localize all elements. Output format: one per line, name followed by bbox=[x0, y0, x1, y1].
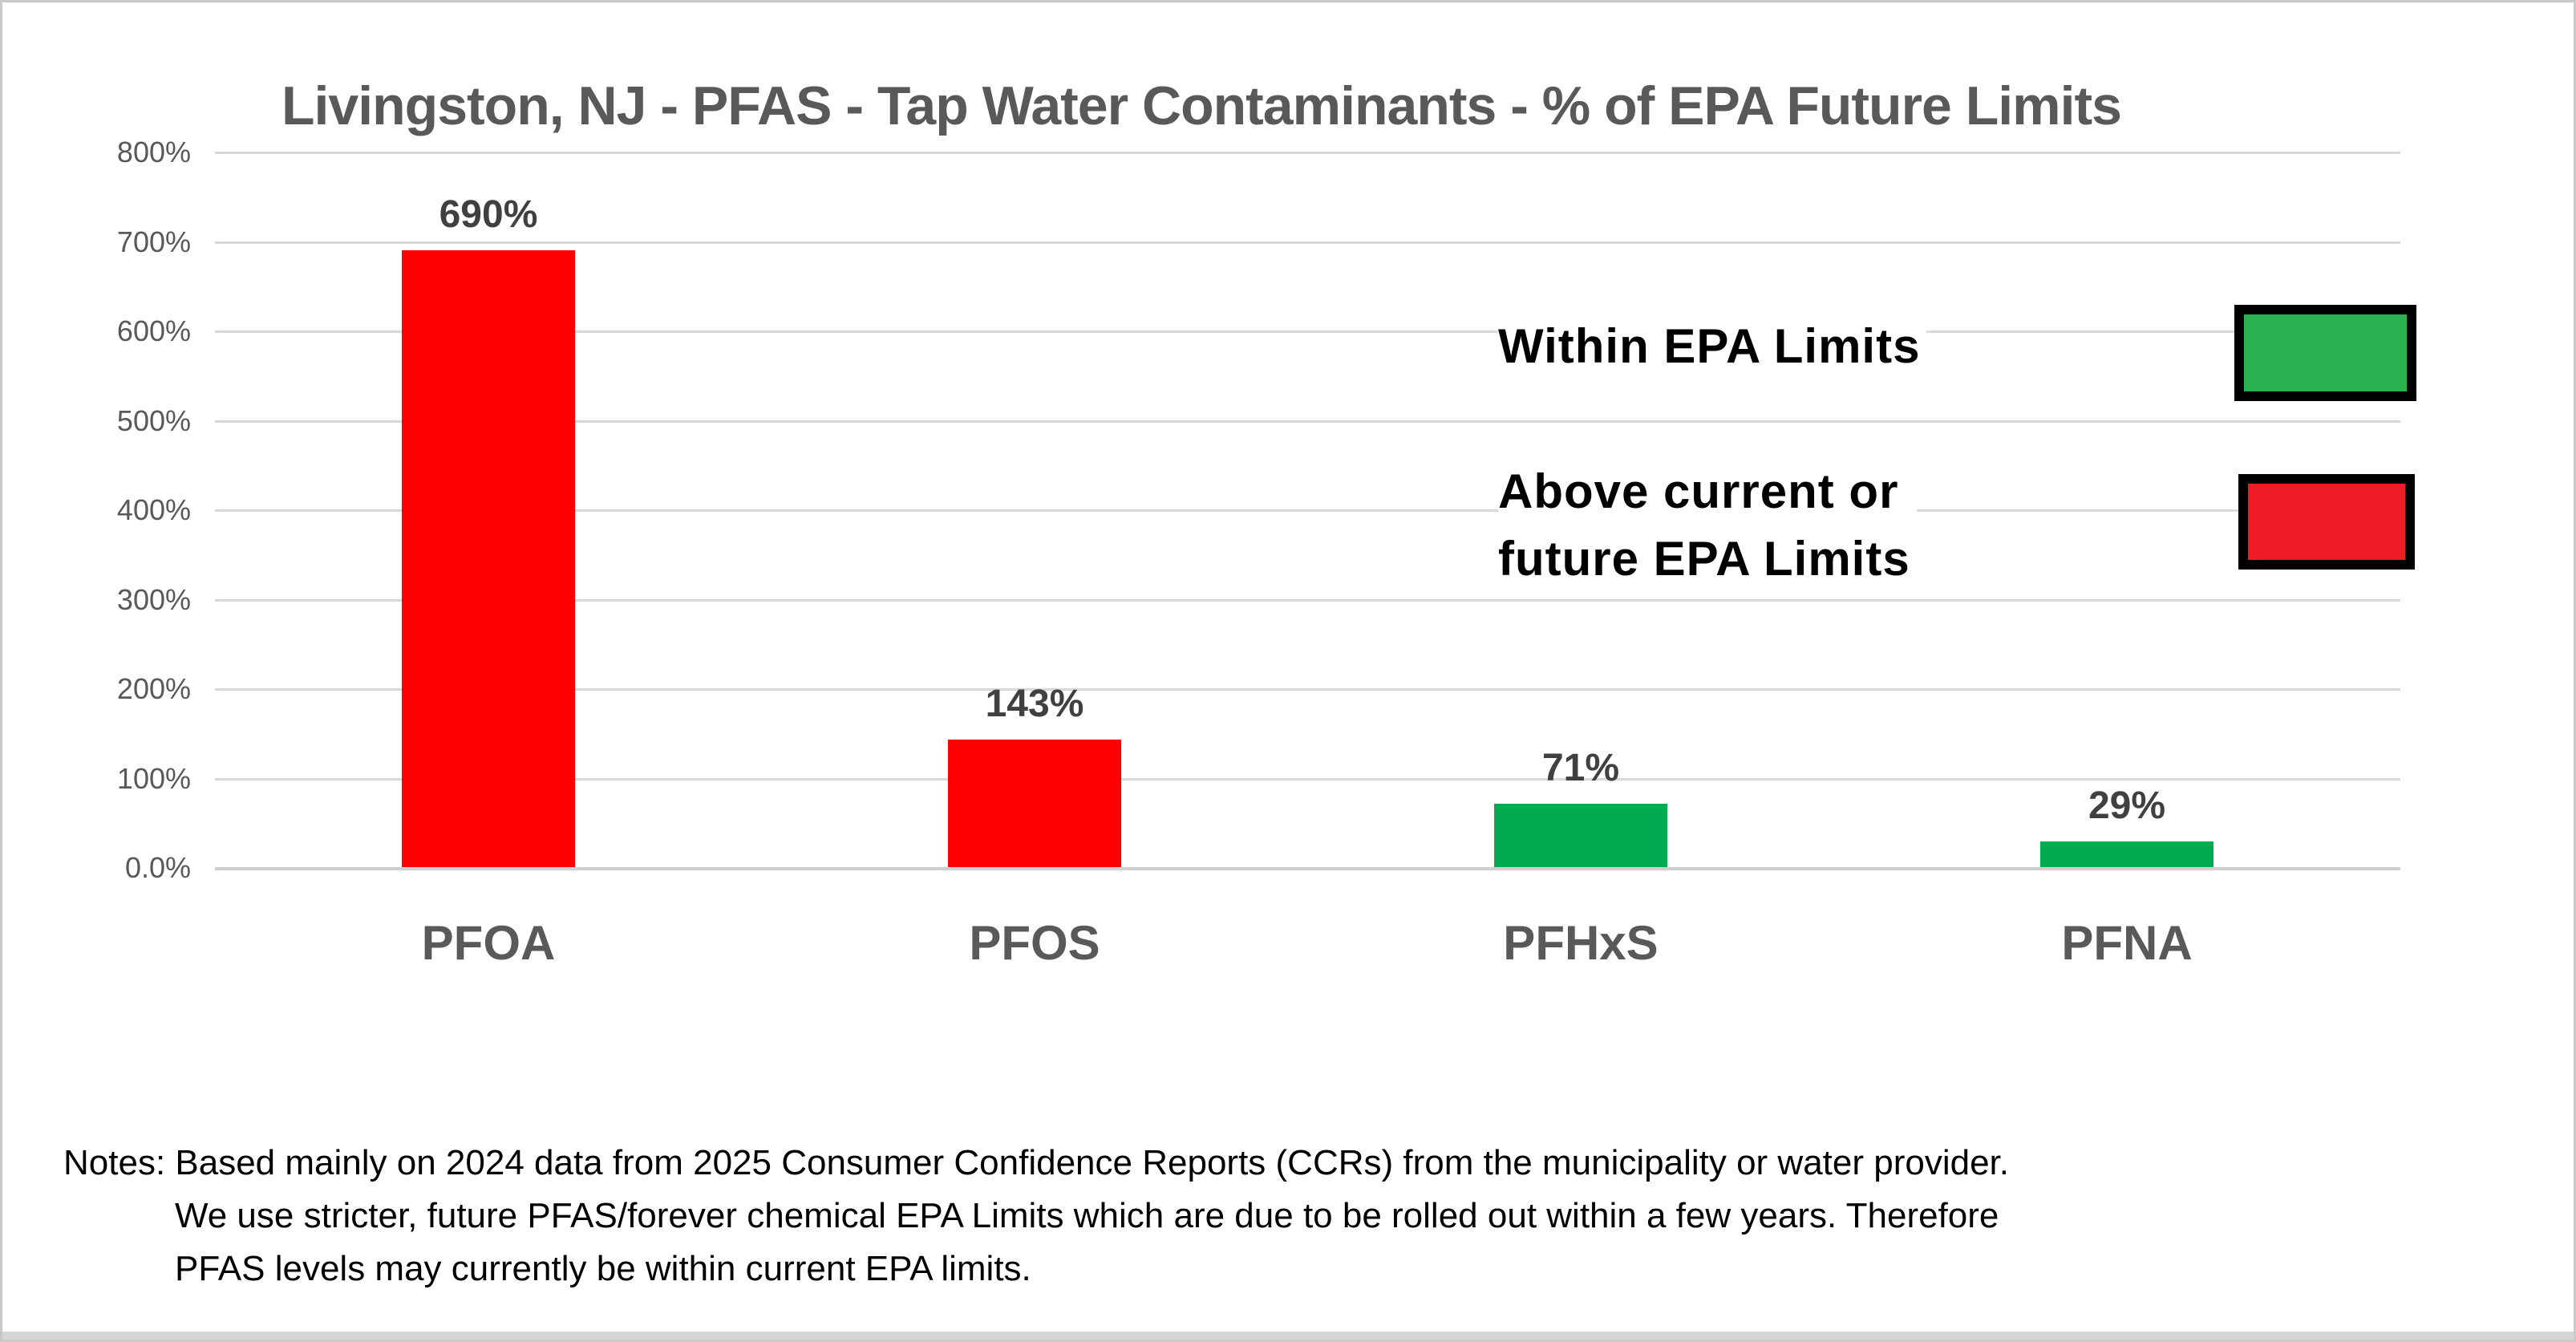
y-axis-tick-600: 600% bbox=[116, 314, 191, 347]
y-axis-tick-700: 700% bbox=[116, 225, 191, 258]
y-axis-tick-200: 200% bbox=[116, 672, 191, 705]
gridline-800 bbox=[215, 152, 2400, 154]
gridline-600 bbox=[215, 330, 2400, 333]
category-label-pfhxs: PFHxS bbox=[1503, 916, 1659, 970]
notes-line-1-text: Based mainly on 2024 data from 2025 Cons… bbox=[175, 1143, 2009, 1182]
gridline-0 bbox=[215, 867, 2400, 870]
window-bottom-edge bbox=[2, 1332, 2574, 1340]
legend-label-above-limits-line1: Above current or bbox=[1498, 464, 1899, 518]
gridline-700 bbox=[215, 241, 2400, 244]
category-label-pfos: PFOS bbox=[969, 916, 1100, 970]
value-label-pfhxs: 71% bbox=[1541, 747, 1620, 789]
gridline-300 bbox=[215, 599, 2400, 602]
category-label-pfoa: PFOA bbox=[421, 916, 556, 970]
bar-pfos bbox=[948, 740, 1121, 867]
gridline-500 bbox=[215, 420, 2400, 423]
category-label-pfna: PFNA bbox=[2061, 916, 2193, 970]
notes-line-1: Notes: Based mainly on 2024 data from 20… bbox=[63, 1137, 2009, 1190]
gridline-200 bbox=[215, 688, 2400, 691]
chart-notes: Notes: Based mainly on 2024 data from 20… bbox=[63, 1137, 2009, 1295]
legend-swatch-within-limits bbox=[2234, 305, 2416, 401]
value-label-pfna: 29% bbox=[2088, 785, 2166, 827]
chart-title: Livingston, NJ - PFAS - Tap Water Contam… bbox=[281, 75, 2122, 136]
y-axis-tick-0: 0.0% bbox=[124, 851, 191, 884]
legend-label-above-limits-line2: future EPA Limits bbox=[1498, 532, 1910, 586]
y-axis-tick-400: 400% bbox=[116, 493, 191, 526]
gridline-400 bbox=[215, 509, 2400, 512]
notes-prefix: Notes: bbox=[63, 1143, 176, 1182]
notes-line-2: We use stricter, future PFAS/forever che… bbox=[175, 1196, 1999, 1235]
y-axis-tick-300: 300% bbox=[116, 583, 191, 616]
y-axis-tick-500: 500% bbox=[116, 404, 191, 437]
legend-label-above-limits: Above current or future EPA Limits bbox=[1498, 456, 1917, 594]
value-label-pfoa: 690% bbox=[439, 193, 538, 236]
y-axis-tick-100: 100% bbox=[116, 762, 191, 795]
bar-pfhxs bbox=[1494, 804, 1667, 867]
gridline-100 bbox=[215, 778, 2400, 780]
bar-pfoa bbox=[402, 250, 575, 867]
y-axis-tick-800: 800% bbox=[116, 136, 191, 168]
bar-pfna bbox=[2040, 841, 2213, 867]
legend-swatch-above-limits bbox=[2238, 474, 2415, 570]
legend-label-within-limits: Within EPA Limits bbox=[1498, 317, 1927, 376]
notes-line-3: PFAS levels may currently be within curr… bbox=[175, 1249, 1031, 1288]
value-label-pfos: 143% bbox=[985, 683, 1084, 725]
